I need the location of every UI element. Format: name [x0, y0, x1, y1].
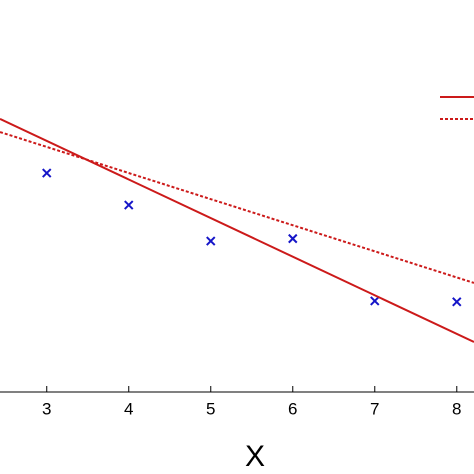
x-tick-label: 7 — [370, 399, 379, 418]
point — [452, 297, 462, 307]
fit-line — [0, 131, 474, 284]
point — [206, 236, 216, 246]
point — [370, 296, 380, 306]
x-tick-label: 6 — [288, 399, 297, 418]
point — [42, 168, 52, 178]
x-axis-label: X — [245, 440, 265, 473]
x-tick-label: 8 — [452, 399, 461, 418]
x-tick-label: 5 — [206, 399, 215, 418]
point — [288, 233, 298, 244]
x-tick-label: 4 — [124, 399, 133, 418]
fit-line — [0, 118, 474, 343]
x-tick-label: 3 — [42, 399, 51, 418]
point — [124, 200, 134, 210]
